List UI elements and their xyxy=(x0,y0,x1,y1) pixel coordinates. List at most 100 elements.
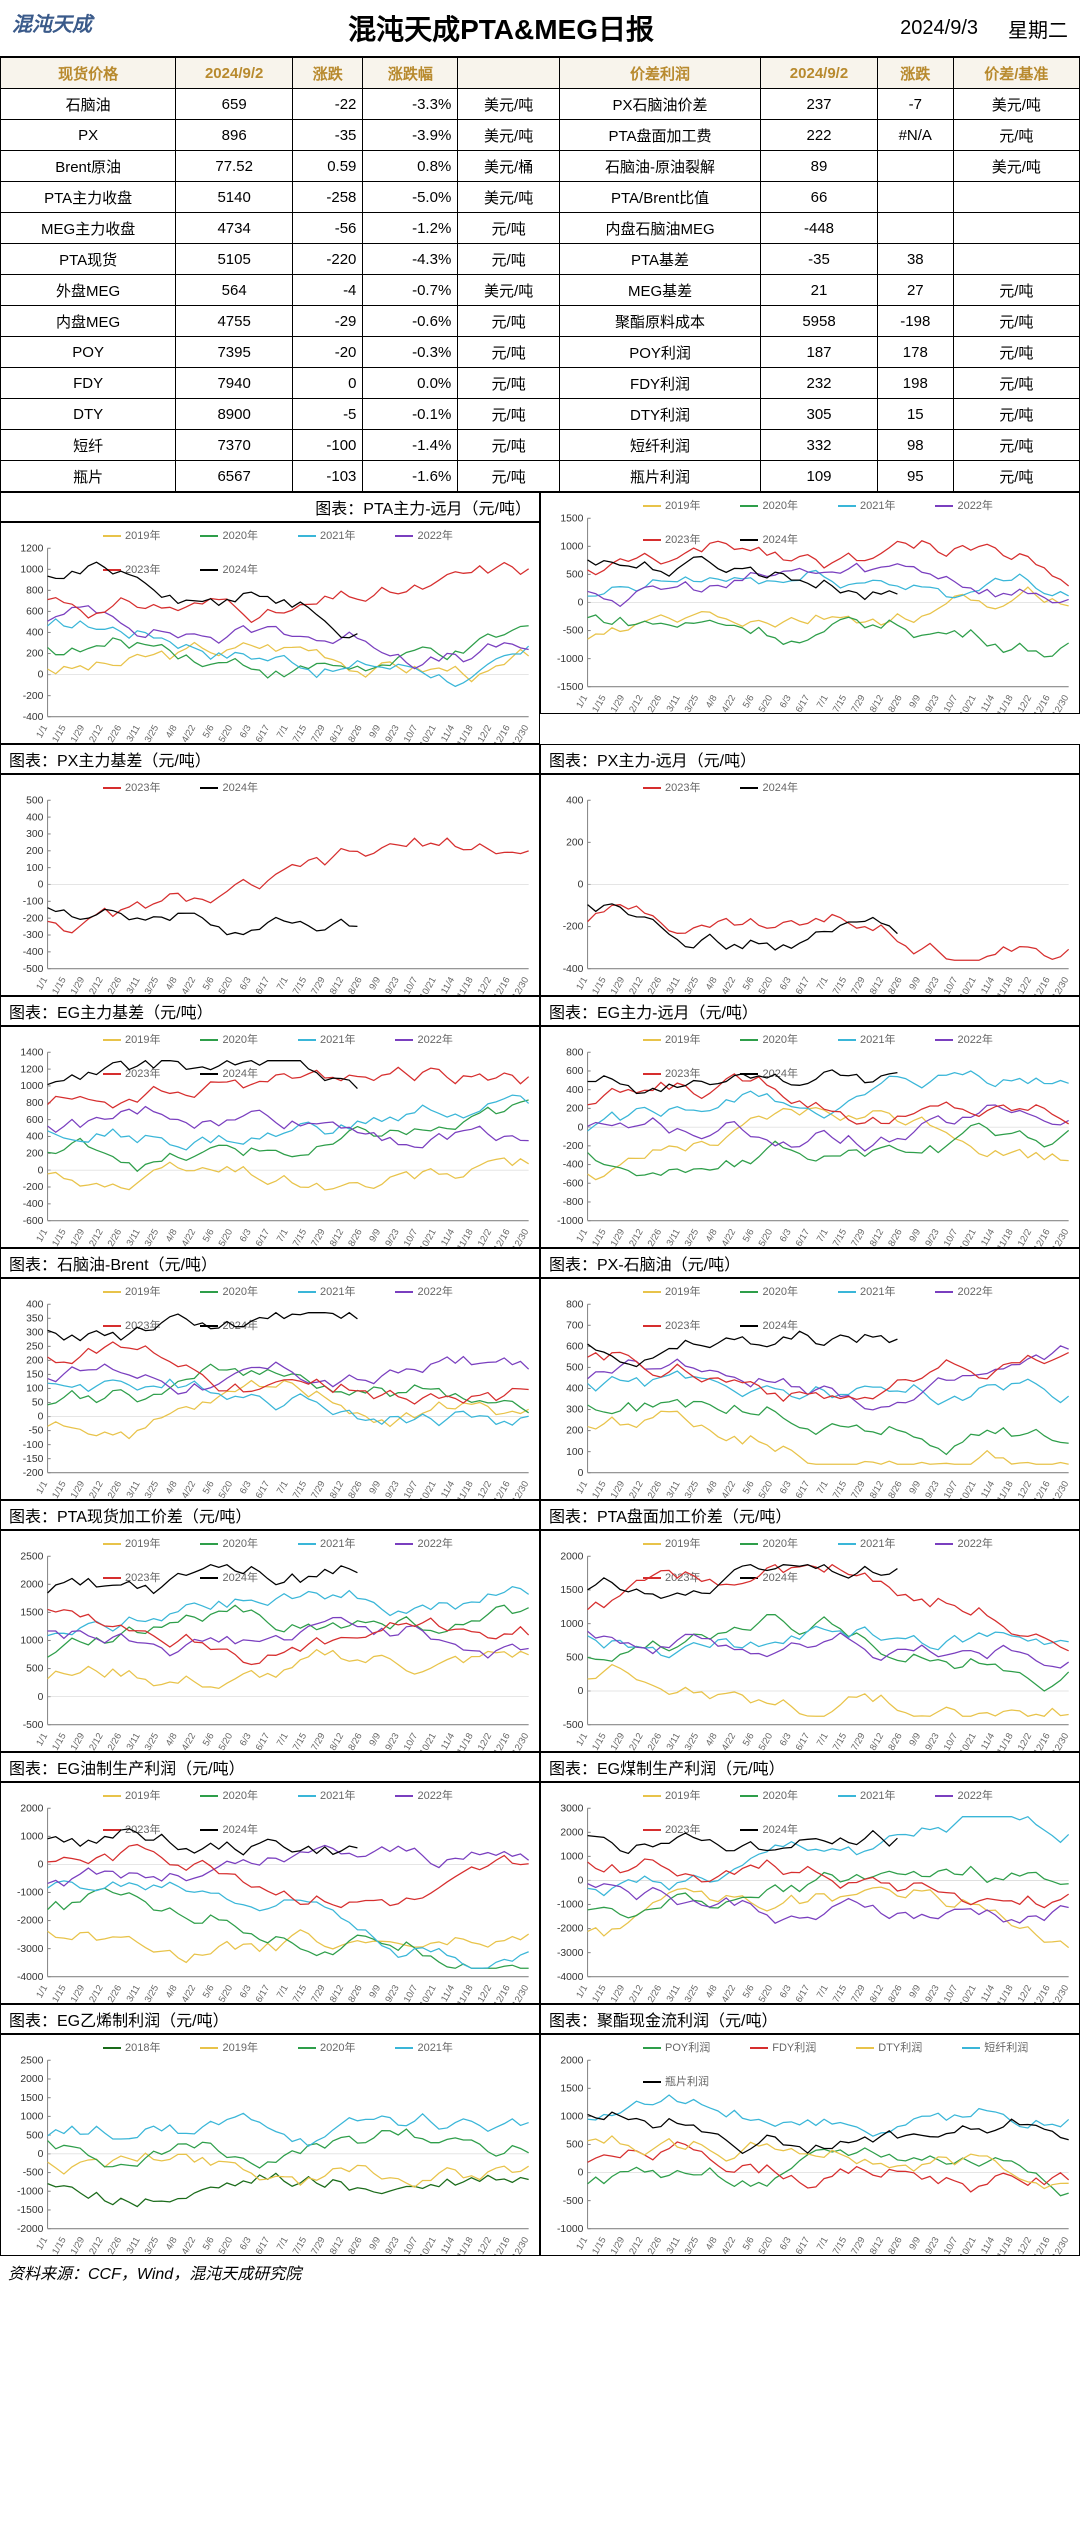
svg-text:1/1: 1/1 xyxy=(573,1731,589,1748)
svg-text:12/16: 12/16 xyxy=(491,2235,512,2255)
svg-text:3000: 3000 xyxy=(560,1803,583,1814)
chart-title: 图表：石脑油-Brent（元/吨） xyxy=(0,1248,540,1278)
cell xyxy=(953,244,1079,275)
svg-text:7/1: 7/1 xyxy=(274,1731,290,1748)
svg-text:12/16: 12/16 xyxy=(1031,1479,1052,1499)
svg-text:-500: -500 xyxy=(563,2196,584,2207)
svg-text:0: 0 xyxy=(38,2149,44,2160)
svg-text:11/18: 11/18 xyxy=(994,1227,1015,1247)
svg-text:2/12: 2/12 xyxy=(626,693,644,713)
table-row: PTA主力收盘5140-258-5.0%美元/吨PTA/Brent比值66 xyxy=(1,182,1080,213)
svg-text:-200: -200 xyxy=(23,1182,44,1193)
svg-text:9/23: 9/23 xyxy=(382,723,400,743)
svg-text:12/16: 12/16 xyxy=(491,975,512,995)
svg-text:6/17: 6/17 xyxy=(253,1479,271,1499)
svg-text:-2000: -2000 xyxy=(17,2224,44,2235)
cell: -1.6% xyxy=(363,461,458,492)
svg-text:8/26: 8/26 xyxy=(345,723,363,743)
svg-text:3/25: 3/25 xyxy=(682,1731,700,1751)
chart-title: 图表：PX-石脑油（元/吨） xyxy=(540,1248,1080,1278)
svg-text:4/8: 4/8 xyxy=(163,975,179,992)
svg-text:300: 300 xyxy=(566,1405,583,1416)
svg-text:1/29: 1/29 xyxy=(608,2235,626,2255)
cell: 元/吨 xyxy=(458,337,560,368)
svg-text:2/26: 2/26 xyxy=(645,1983,663,2003)
svg-text:350: 350 xyxy=(26,1313,43,1324)
svg-text:7/29: 7/29 xyxy=(848,693,866,713)
cell: 短纤利润 xyxy=(559,430,760,461)
chart-title: 图表：PTA盘面加工价差（元/吨） xyxy=(540,1500,1080,1530)
svg-text:1/15: 1/15 xyxy=(49,975,67,995)
cell: PTA盘面加工费 xyxy=(559,120,760,151)
table-row: 瓶片6567-103-1.6%元/吨瓶片利润10995元/吨 xyxy=(1,461,1080,492)
svg-text:7/15: 7/15 xyxy=(290,1227,308,1247)
cell: -5.0% xyxy=(363,182,458,213)
svg-text:6/3: 6/3 xyxy=(777,975,793,992)
svg-text:12/2: 12/2 xyxy=(475,2235,493,2255)
cell: PTA现货 xyxy=(1,244,176,275)
svg-text:-500: -500 xyxy=(23,964,44,975)
svg-text:5/20: 5/20 xyxy=(756,1983,774,2003)
chart-title: 图表：EG主力-远月（元/吨） xyxy=(540,996,1080,1026)
svg-text:500: 500 xyxy=(566,569,583,580)
svg-text:5/6: 5/6 xyxy=(740,2235,756,2252)
svg-text:10/7: 10/7 xyxy=(941,1983,959,2003)
cell: 98 xyxy=(877,430,953,461)
svg-text:12/2: 12/2 xyxy=(475,975,493,995)
svg-text:3/11: 3/11 xyxy=(124,1983,142,2003)
svg-text:2/26: 2/26 xyxy=(645,1227,663,1247)
svg-text:7/15: 7/15 xyxy=(290,975,308,995)
svg-text:6/3: 6/3 xyxy=(777,1479,793,1496)
svg-text:12/2: 12/2 xyxy=(1015,1227,1033,1247)
legend-item: 2021年 xyxy=(373,2039,452,2055)
svg-text:2/26: 2/26 xyxy=(645,1731,663,1751)
svg-text:12/30: 12/30 xyxy=(509,1731,530,1751)
svg-text:5/6: 5/6 xyxy=(200,723,216,740)
svg-text:11/4: 11/4 xyxy=(438,1983,456,2003)
svg-text:10/7: 10/7 xyxy=(941,693,959,713)
chart: 2023年2024年-400-20002004001/11/151/292/12… xyxy=(540,774,1080,996)
svg-text:7/29: 7/29 xyxy=(308,1731,326,1751)
svg-text:5/20: 5/20 xyxy=(756,1227,774,1247)
svg-text:3/25: 3/25 xyxy=(142,975,160,995)
cell: #N/A xyxy=(877,120,953,151)
chart: 2018年2019年2020年2021年-2000-1500-1000-5000… xyxy=(0,2034,540,2256)
svg-text:0: 0 xyxy=(578,1876,584,1887)
legend-item: POY利润 xyxy=(621,2039,710,2055)
legend-item: 2024年 xyxy=(718,779,797,795)
cell: 元/吨 xyxy=(953,461,1079,492)
svg-text:1000: 1000 xyxy=(560,1619,583,1630)
cell: -5 xyxy=(293,399,363,430)
cell: 21 xyxy=(761,275,878,306)
legend-item: 2021年 xyxy=(816,1787,895,1803)
svg-text:3/25: 3/25 xyxy=(682,1227,700,1247)
svg-text:1/29: 1/29 xyxy=(608,975,626,995)
svg-text:5/6: 5/6 xyxy=(200,975,216,992)
svg-text:11/18: 11/18 xyxy=(994,1983,1015,2003)
svg-text:7/1: 7/1 xyxy=(274,1479,290,1496)
svg-text:10/21: 10/21 xyxy=(957,1983,978,2003)
svg-text:11/4: 11/4 xyxy=(438,1731,456,1751)
chart: 2019年2020年2021年2022年2023年2024年-500050010… xyxy=(540,1530,1080,1752)
svg-text:2/12: 2/12 xyxy=(626,975,644,995)
svg-text:800: 800 xyxy=(566,1299,583,1310)
svg-text:2/26: 2/26 xyxy=(645,1479,663,1499)
svg-text:7/29: 7/29 xyxy=(848,1227,866,1247)
svg-text:3/25: 3/25 xyxy=(682,1983,700,2003)
svg-text:1200: 1200 xyxy=(20,1064,43,1075)
svg-text:2/12: 2/12 xyxy=(626,1227,644,1247)
svg-text:-50: -50 xyxy=(28,1426,43,1437)
svg-text:5/6: 5/6 xyxy=(740,1983,756,2000)
svg-text:-500: -500 xyxy=(23,1720,44,1731)
svg-text:7/1: 7/1 xyxy=(814,1479,830,1496)
svg-text:11/4: 11/4 xyxy=(978,1983,996,2003)
svg-text:11/18: 11/18 xyxy=(454,2235,475,2255)
legend-item: 2020年 xyxy=(178,1283,257,1299)
svg-text:4/8: 4/8 xyxy=(703,975,719,992)
cell: 美元/吨 xyxy=(953,89,1079,120)
svg-text:-400: -400 xyxy=(23,1199,44,1210)
svg-text:10/21: 10/21 xyxy=(417,1227,438,1247)
svg-text:1/15: 1/15 xyxy=(49,1983,67,2003)
svg-text:11/18: 11/18 xyxy=(454,1731,475,1751)
svg-text:8/12: 8/12 xyxy=(867,1479,885,1499)
